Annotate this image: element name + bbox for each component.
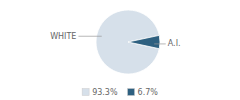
pie-slice	[128, 35, 160, 48]
legend-swatch	[82, 89, 89, 96]
legend-label: 93.3%	[92, 88, 118, 97]
pie-slice	[96, 10, 159, 74]
chart: WHITE A.I. 93.3% 6.7%	[0, 0, 240, 100]
slice-label: WHITE	[50, 32, 76, 41]
legend-item: 6.7%	[128, 88, 159, 97]
legend: 93.3% 6.7%	[82, 88, 158, 97]
legend-item: 93.3%	[82, 88, 118, 97]
legend-label: 6.7%	[138, 88, 159, 97]
pie	[96, 10, 160, 74]
slice-labels: WHITE A.I.	[50, 32, 180, 49]
leader-line	[154, 43, 166, 44]
slice-label: A.I.	[168, 39, 181, 48]
legend-swatch	[128, 89, 135, 96]
leader-line	[78, 36, 101, 37]
